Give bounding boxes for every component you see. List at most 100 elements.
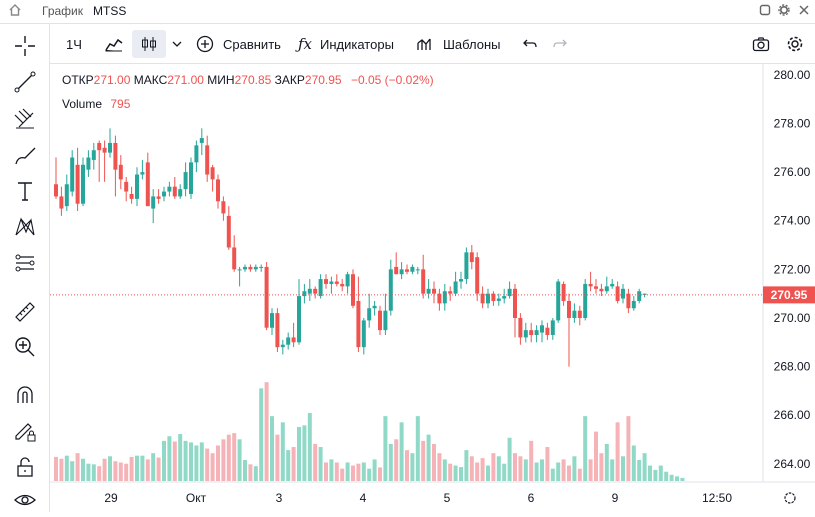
candle — [583, 279, 588, 321]
chart-toolbar: 1Ч Сравнить ƒx Индикаторы Шаблоны — [50, 24, 815, 64]
volume-bar — [313, 443, 318, 481]
candle — [480, 286, 485, 309]
volume-bar — [156, 457, 161, 481]
templates-button[interactable]: Шаблоны — [416, 30, 501, 58]
volume-bar — [264, 382, 269, 481]
candle — [329, 276, 334, 294]
last-price-badge: 270.95 — [763, 286, 815, 304]
ruler-tool[interactable] — [11, 300, 39, 328]
volume-bar — [189, 442, 193, 481]
chart-type-dropdown[interactable] — [172, 30, 182, 58]
home-icon[interactable] — [8, 3, 22, 20]
volume-bar — [129, 456, 134, 481]
volume-bar — [577, 468, 582, 481]
redo-button[interactable] — [552, 30, 568, 58]
gear-icon — [786, 35, 804, 53]
undo-button[interactable] — [522, 30, 538, 58]
candle — [388, 259, 393, 316]
volume-bar — [631, 445, 636, 481]
volume-bar — [113, 461, 118, 481]
area-chart-icon — [104, 36, 124, 52]
magnet-tool[interactable] — [11, 383, 39, 411]
settings-icon[interactable] — [778, 4, 790, 19]
visibility-tool[interactable] — [11, 488, 39, 516]
volume-bar — [426, 434, 431, 481]
volume-bar — [410, 453, 415, 481]
indicators-button[interactable]: ƒx Индикаторы — [298, 30, 394, 58]
candles-style-button[interactable] — [132, 30, 166, 58]
chart-settings-button[interactable] — [786, 30, 804, 58]
candle — [302, 283, 307, 304]
lock-drawing-tool[interactable] — [11, 419, 39, 447]
candle — [151, 189, 156, 224]
text-icon — [13, 179, 37, 208]
volume-bar — [421, 440, 426, 481]
candle — [118, 155, 123, 190]
area-style-button[interactable] — [104, 30, 124, 58]
price-tick-label: 280.00 — [774, 68, 811, 82]
volume-bar — [118, 462, 123, 481]
candle — [178, 184, 183, 199]
candle — [243, 264, 247, 272]
pattern-tool[interactable] — [11, 215, 39, 243]
volume-bar — [540, 459, 544, 481]
volume-bar — [178, 434, 183, 481]
candle — [567, 293, 571, 367]
lock-all-tool[interactable] — [11, 455, 39, 483]
volume-bar — [561, 459, 566, 481]
prediction-tool[interactable] — [11, 251, 39, 279]
volume-bar — [394, 439, 399, 481]
volume-bar — [475, 462, 480, 481]
maximize-icon[interactable] — [759, 4, 771, 19]
candle — [210, 164, 215, 192]
candle — [410, 264, 415, 275]
brush-tool[interactable] — [11, 144, 39, 172]
candle — [437, 288, 442, 311]
candle — [577, 305, 582, 326]
function-icon: ƒx — [298, 35, 313, 53]
candle — [621, 283, 625, 304]
screenshot-button[interactable] — [752, 30, 770, 58]
volume-bar — [356, 463, 361, 481]
candle — [340, 279, 345, 292]
time-axis[interactable]: 29 Окт 3 4 5 6 9 12:50 — [104, 491, 732, 505]
candle — [615, 281, 620, 304]
candle — [216, 174, 220, 209]
text-tool[interactable] — [11, 179, 39, 207]
time-settings-button[interactable] — [784, 492, 796, 504]
candle — [556, 279, 561, 323]
close-icon[interactable] — [798, 4, 810, 19]
candles — [54, 128, 647, 367]
trend-line-icon — [13, 70, 37, 99]
candle — [561, 281, 566, 306]
ohlc-legend: ОТКР271.00 МАКС271.00 МИН270.85 ЗАКР270.… — [62, 73, 434, 87]
price-tick-label: 278.00 — [774, 116, 811, 130]
compare-button[interactable]: Сравнить — [196, 30, 281, 58]
volume-bar — [432, 443, 436, 481]
volume-bar — [307, 413, 312, 481]
candle — [356, 276, 361, 353]
price-axis[interactable]: 264.00 266.00 268.00 270.00 272.00 274.00 276.… — [774, 68, 811, 471]
price-chart[interactable]: 264.00 266.00 268.00 270.00 272.00 274.00 276.… — [50, 64, 815, 512]
volume-bar — [675, 476, 679, 481]
candle — [496, 293, 501, 306]
interval-button[interactable]: 1Ч — [66, 30, 82, 58]
volume-bar — [637, 460, 642, 481]
candle — [610, 279, 615, 289]
trend-line-tool[interactable] — [11, 70, 39, 98]
volume-bar — [237, 439, 242, 481]
crosshair-tool[interactable] — [11, 34, 39, 62]
fibonacci-tool[interactable] — [11, 107, 39, 135]
chevron-down-icon — [172, 40, 182, 48]
volume-bar — [205, 448, 210, 481]
candle — [367, 293, 372, 328]
zoom-tool[interactable] — [11, 335, 39, 363]
volume-bar — [545, 447, 550, 481]
crosshair-icon — [13, 34, 37, 63]
candle — [237, 266, 242, 287]
volume-bar — [621, 456, 625, 481]
candle — [405, 264, 409, 275]
volume-bar — [329, 459, 334, 481]
candle — [604, 276, 609, 294]
volume-bar — [664, 471, 669, 481]
